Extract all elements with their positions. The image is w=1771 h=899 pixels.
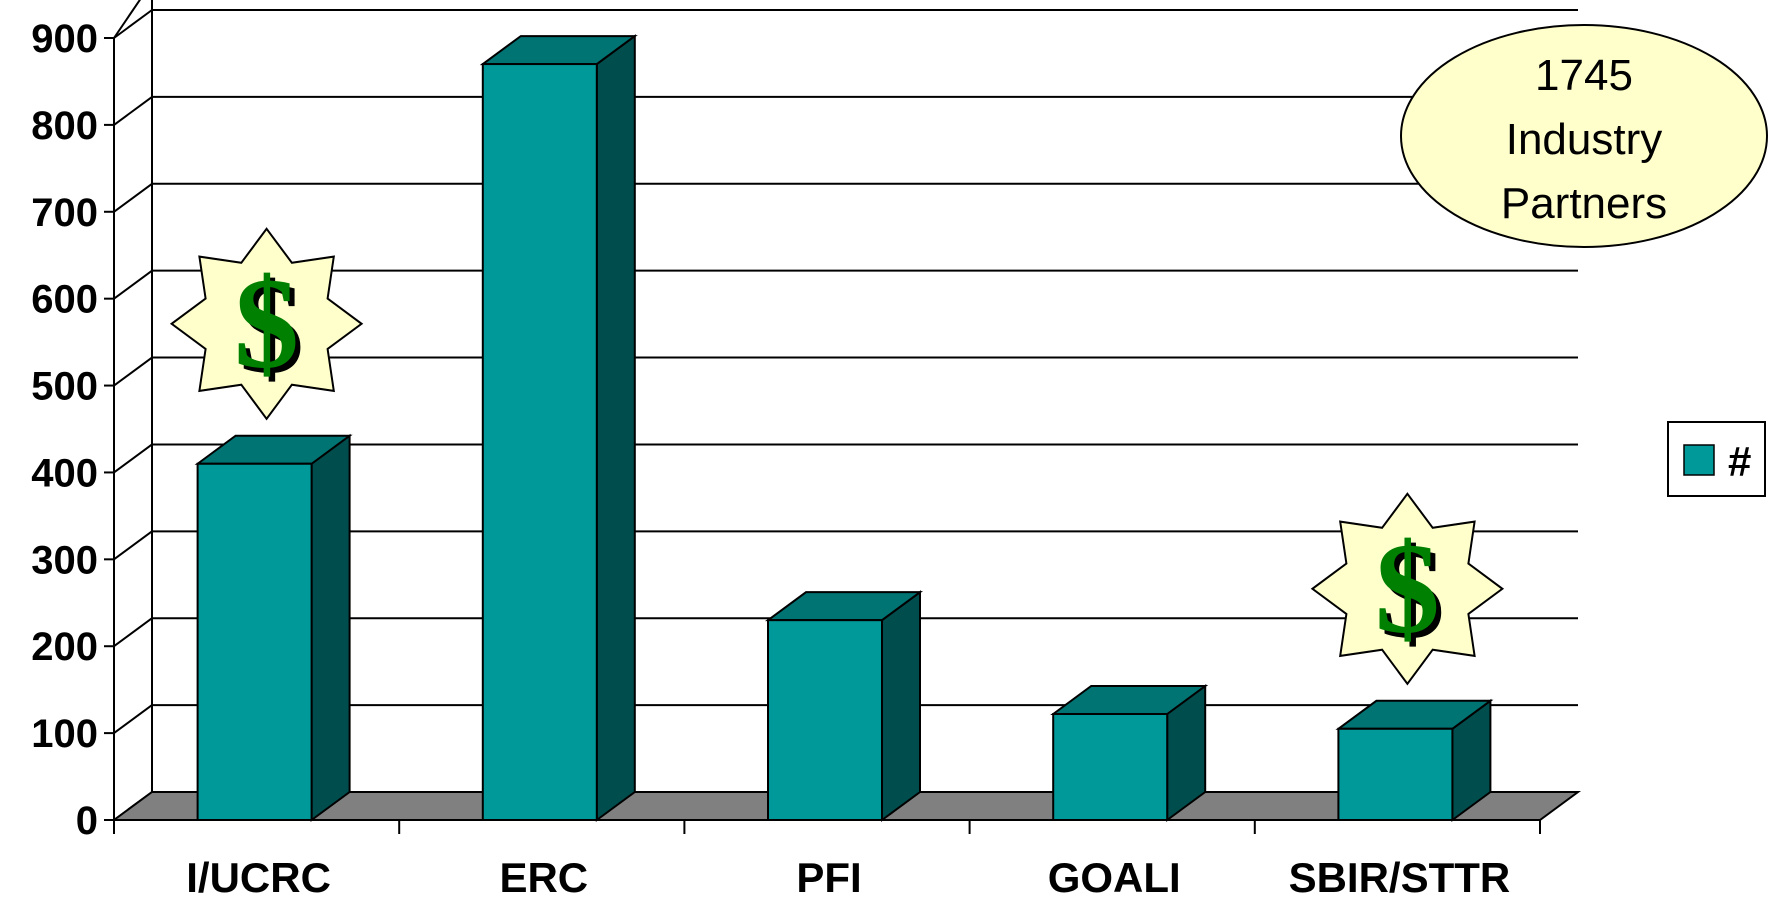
bars [194,34,1494,822]
legend-swatch [1683,444,1715,476]
badges: $$$$ [169,227,1505,686]
bar-side [310,433,351,822]
callout-line-1: 1745 [1535,51,1633,100]
gridlines [113,0,1578,821]
bar [479,34,638,822]
y-tick-label: 500 [31,365,98,409]
y-tick-label: 100 [31,712,98,756]
side-wall-line [113,0,141,39]
x-category-label: I/UCRC [186,854,331,899]
dollar-symbol-shadow: $ [239,257,304,401]
dollar-symbol: $ [1375,517,1440,661]
y-tick-label: 400 [31,451,98,495]
y-tick-label: 300 [31,538,98,582]
y-tick-label: 200 [31,625,98,669]
dollar-symbol-shadow: $ [1380,522,1445,666]
side-wall-line [113,617,153,648]
callout-line-2: Industry [1506,115,1663,164]
bar-front [767,619,883,822]
bar-front [481,63,598,822]
y-tick-label: 600 [31,278,98,322]
bar [1335,698,1494,822]
bar-side [881,590,921,822]
y-tick-label: 0 [76,799,98,843]
side-wall-line [113,96,153,126]
bar [1050,684,1209,822]
side-wall-line [113,530,153,561]
side-wall-line [113,704,153,734]
bar-front [1337,727,1454,821]
x-category-label: ERC [499,854,588,899]
legend-label: # [1728,438,1751,485]
y-tick-label: 700 [31,191,98,235]
bar-front [1052,712,1169,821]
bar [764,590,924,822]
x-category-label: GOALI [1048,854,1181,899]
callout-ellipse [1400,24,1768,248]
x-category-label: SBIR/STTR [1289,854,1511,899]
bar [194,433,353,822]
side-wall-line [113,356,153,387]
side-wall-line [113,182,153,213]
side-wall-line [113,443,153,474]
callout-line-3: Partners [1501,179,1667,228]
bar-front [196,462,313,821]
side-wall-line [113,269,153,300]
y-tick-label: 900 [31,17,98,61]
callout: 1745 Industry Partners [1400,24,1768,248]
x-axis-labels: I/UCRC ERC PFI GOALI SBIR/STTR [113,820,1541,899]
bar-side [595,34,636,822]
side-wall-line [113,9,153,39]
y-tick-label: 800 [31,104,98,148]
dollar-symbol: $ [234,252,299,396]
starburst-shape [169,227,364,421]
starburst-shape [1310,492,1505,686]
dollar-starburst-icon: $$ [169,227,364,421]
y-axis-ticks: 0 100 200 300 400 500 600 700 800 900 [31,17,114,843]
x-category-label: PFI [796,854,861,899]
dollar-starburst-icon: $$ [1310,492,1505,686]
legend: # [1667,421,1766,497]
